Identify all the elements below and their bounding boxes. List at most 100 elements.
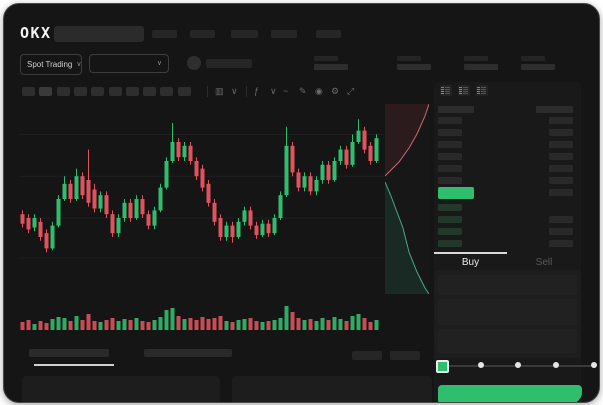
volume-bar	[368, 322, 373, 330]
slider-dot[interactable]	[478, 362, 484, 368]
candle-body	[164, 161, 169, 188]
candle-body	[206, 183, 211, 203]
candle-body	[158, 187, 163, 211]
fullscreen-icon[interactable]: ⤢	[347, 86, 355, 96]
bid-row-price-bar[interactable]	[438, 240, 462, 247]
indicators-icon[interactable]: ƒ	[254, 86, 260, 96]
timeframe-button[interactable]	[108, 87, 122, 96]
volume-bar	[92, 321, 97, 330]
slider-dot[interactable]	[553, 362, 559, 368]
chart-footer-action-2[interactable]	[390, 351, 420, 360]
slider-dot[interactable]	[515, 362, 521, 368]
volume-bar	[254, 321, 259, 330]
chart-bottom-tab-2[interactable]	[144, 349, 232, 357]
volume-bar	[128, 320, 133, 330]
volume-bar	[194, 320, 199, 330]
chevron-down-icon[interactable]: ∨	[231, 86, 238, 96]
candle-body	[38, 221, 43, 237]
volume-bar	[284, 306, 289, 330]
search-input[interactable]	[54, 26, 144, 42]
pair-selector-dropdown[interactable]: ∨	[89, 54, 169, 73]
ask-row-amount-bar[interactable]	[549, 117, 573, 124]
ask-row-price-bar[interactable]	[438, 165, 462, 172]
candle-body	[368, 145, 373, 161]
volume-bar	[56, 317, 61, 330]
volume-bar	[344, 321, 349, 330]
total-input[interactable]	[438, 329, 577, 353]
timeframe-button[interactable]	[56, 87, 70, 96]
camera-icon[interactable]: ◉	[315, 86, 323, 96]
volume-bar	[326, 320, 331, 330]
amount-slider-handle[interactable]	[436, 360, 449, 373]
timeframe-button[interactable]	[143, 87, 157, 96]
volume-bar	[302, 320, 307, 330]
tab-sell[interactable]: Sell	[535, 257, 553, 268]
draw-tool-icon[interactable]: ✎	[299, 86, 307, 96]
timeframe-button[interactable]	[177, 87, 191, 96]
ask-row-price-bar[interactable]	[438, 117, 462, 124]
volume-bar	[266, 321, 271, 330]
candle-body	[314, 180, 319, 192]
timeframe-button[interactable]	[160, 87, 174, 96]
timeframe-button[interactable]	[73, 87, 87, 96]
chart-footer-action-1[interactable]	[352, 351, 382, 360]
nav-item[interactable]	[152, 30, 177, 38]
ask-row-amount-bar[interactable]	[549, 141, 573, 148]
settings-gear-icon[interactable]: ⚙	[331, 86, 340, 96]
bid-row-price-bar[interactable]	[438, 228, 462, 235]
timeframe-button[interactable]	[125, 87, 139, 96]
nav-item[interactable]	[190, 30, 215, 38]
volume-bar	[182, 319, 187, 330]
price-input[interactable]	[438, 275, 577, 295]
book-bids-icon[interactable]	[458, 85, 470, 96]
bid-row-amount-bar[interactable]	[549, 228, 573, 235]
ask-row-price-bar[interactable]	[438, 129, 462, 136]
bid-row-amount-bar[interactable]	[549, 240, 573, 247]
app-window: OKX Spot Trading ∨ ∨ Buy Sell	[3, 3, 600, 403]
spot-trading-dropdown[interactable]: Spot Trading ∨	[20, 54, 82, 75]
nav-item[interactable]	[271, 30, 297, 38]
timeframe-button[interactable]	[91, 87, 105, 96]
ask-row-price-bar[interactable]	[438, 177, 462, 184]
candle-body	[224, 225, 229, 237]
timeframe-button[interactable]	[39, 87, 53, 96]
candle-body	[212, 202, 217, 222]
candle-body	[56, 199, 61, 226]
amount-input[interactable]	[438, 299, 577, 325]
ask-row-price-bar[interactable]	[438, 153, 462, 160]
line-tool-icon[interactable]: ~	[283, 86, 289, 96]
volume-bar	[62, 318, 67, 330]
candle-body	[332, 161, 337, 180]
volume-bar	[218, 316, 223, 330]
buy-submit-button[interactable]	[438, 385, 582, 402]
chart-bottom-tab-1[interactable]	[29, 349, 109, 357]
bid-row-amount-bar[interactable]	[549, 216, 573, 223]
nav-item[interactable]	[231, 30, 258, 38]
nav-item[interactable]	[316, 30, 341, 38]
last-price-badge[interactable]	[438, 187, 474, 199]
chevron-down-icon[interactable]: ∨	[270, 86, 277, 96]
bid-row-price-bar[interactable]	[438, 204, 462, 211]
chart-type-icon[interactable]: ▥	[215, 86, 224, 96]
ask-row-amount-bar[interactable]	[549, 165, 573, 172]
stat-value-placeholder	[314, 64, 348, 70]
volume-bar	[158, 317, 163, 330]
ask-row-price-bar[interactable]	[438, 141, 462, 148]
bid-row-price-bar[interactable]	[438, 216, 462, 223]
depth-chart[interactable]	[385, 104, 429, 294]
candlestick-chart-canvas[interactable]	[19, 104, 384, 334]
candle-body	[104, 195, 109, 215]
book-combined-icon[interactable]	[440, 85, 452, 96]
slider-dot[interactable]	[591, 362, 597, 368]
ask-row-amount-bar[interactable]	[549, 129, 573, 136]
volume-bar	[290, 312, 295, 330]
timeframe-button[interactable]	[22, 87, 35, 96]
bottom-panel-right[interactable]	[232, 376, 432, 402]
tab-buy[interactable]: Buy	[461, 257, 480, 268]
ask-row-amount-bar[interactable]	[549, 153, 573, 160]
bottom-panel-left[interactable]	[22, 376, 220, 402]
candle-body	[170, 142, 175, 161]
book-asks-icon[interactable]	[476, 85, 488, 96]
ask-row-amount-bar[interactable]	[549, 177, 573, 184]
volume-bar	[314, 321, 319, 330]
